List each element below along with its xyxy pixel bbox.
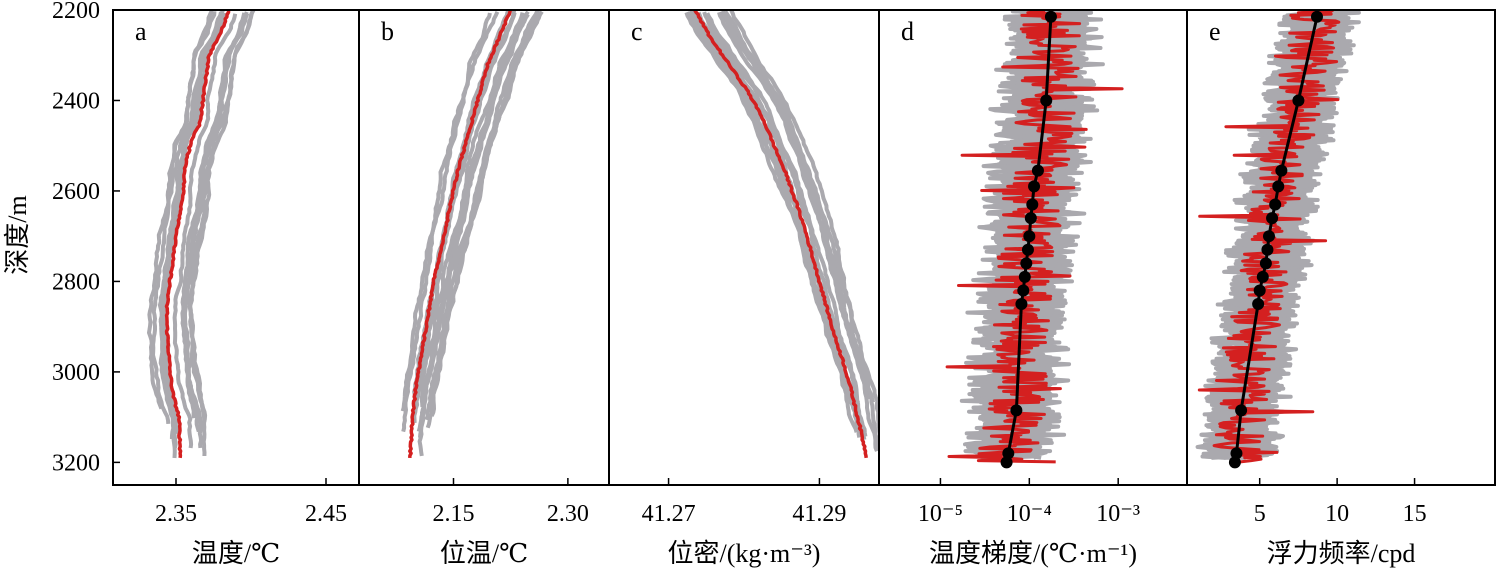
gray-profile: [424, 11, 540, 421]
fit-point: [1024, 212, 1037, 225]
gray-profile: [180, 11, 249, 433]
fit-point: [1272, 180, 1285, 193]
gray-profile: [419, 12, 525, 408]
fit-point: [1262, 230, 1275, 243]
panel-b: b 2.15 2.30 位温/℃: [358, 9, 610, 568]
gray-profile: [172, 13, 238, 449]
plot-area-c: [684, 11, 878, 459]
plot-area-e: [1195, 11, 1361, 469]
gray-profile: [686, 11, 851, 400]
gray-profile: [729, 11, 878, 431]
fit-point: [1044, 11, 1057, 23]
y-axis-ticks: 2200 2400 2600 2800 3000 3200: [52, 0, 120, 476]
plot-area-b: [400, 11, 544, 458]
panels: a 2.35 2.45 温度/℃ b 2.15 2.30 位温/℃ c 41.27 41.29 位密/…: [112, 9, 1496, 568]
fit-point: [1002, 447, 1015, 460]
red-profile-line: [1197, 11, 1341, 464]
fit-point: [1040, 94, 1053, 107]
panel-letter: e: [1209, 17, 1221, 46]
fit-point: [1031, 164, 1044, 177]
gray-profile: [187, 11, 255, 457]
panel-a: a 2.35 2.45 温度/℃: [112, 9, 360, 568]
fit-point: [1259, 257, 1272, 270]
gray-profile: [702, 11, 860, 404]
fit-point: [1256, 270, 1269, 283]
y-tick-label: 2400: [52, 88, 100, 114]
x-tick-label: 5: [1254, 501, 1266, 527]
fit-point: [1266, 212, 1279, 225]
x-tick-label: 41.27: [642, 501, 696, 527]
panel-frame: [112, 9, 360, 486]
mean-profile-line: [693, 11, 868, 459]
panel-frame: [1186, 9, 1496, 486]
panel-d: d 10⁻⁵ 10⁻⁴ 10⁻³ 温度梯度/(℃·m⁻¹): [878, 9, 1188, 568]
x-tick-label: 10⁻⁵: [918, 501, 963, 527]
gray-profile: [685, 11, 850, 400]
y-tick-label: 2600: [52, 179, 100, 205]
panel-e: e 5 10 15 浮力频率/cpd: [1186, 9, 1496, 568]
gray-profile: [723, 11, 876, 403]
fit-point: [1253, 284, 1266, 297]
fit-point: [1000, 456, 1013, 469]
fit-point: [1010, 404, 1023, 417]
x-tick-label: 2.35: [155, 501, 197, 527]
gray-profile: [696, 11, 867, 441]
x-tick-label: 2.15: [433, 501, 475, 527]
x-axis-title: 浮力频率/cpd: [1267, 539, 1416, 568]
y-tick-label: 3000: [52, 360, 100, 386]
y-axis-title: 深度/m: [3, 195, 32, 274]
fit-point: [1020, 257, 1033, 270]
x-tick-label: 2.30: [547, 501, 589, 527]
fit-point: [1018, 270, 1031, 283]
y-tick-label: 3200: [52, 450, 100, 476]
plot-area-d: [945, 11, 1124, 469]
panel-letter: a: [135, 17, 147, 46]
x-tick-label: 41.29: [792, 501, 846, 527]
x-tick-label: 15: [1403, 501, 1427, 527]
fit-point: [1310, 11, 1323, 23]
fit-point: [1228, 456, 1241, 469]
fit-point: [1235, 404, 1248, 417]
gray-profile: [157, 11, 223, 440]
x-tick-label: 10: [1325, 501, 1349, 527]
gray-profile: [147, 11, 214, 410]
fit-point: [1275, 164, 1288, 177]
fit-point: [1261, 243, 1274, 256]
x-tick-label: 10⁻⁴: [1007, 501, 1052, 527]
gray-profile: [425, 11, 544, 429]
mean-profile-line: [164, 11, 231, 459]
fit-point: [1269, 198, 1282, 211]
gray-profile: [689, 11, 862, 438]
red-profile-line: [945, 11, 1124, 464]
fit-point: [1021, 243, 1034, 256]
panel-letter: b: [381, 17, 394, 46]
fit-point: [1028, 180, 1041, 193]
y-tick-label: 2200: [52, 0, 100, 24]
x-axis-title: 温度梯度/(℃·m⁻¹): [929, 539, 1137, 568]
x-axis-title: 温度/℃: [192, 539, 280, 568]
panel-letter: c: [631, 17, 643, 46]
fit-point: [1015, 298, 1028, 311]
fit-point: [1023, 230, 1036, 243]
x-axis-title: 位温/℃: [440, 539, 528, 568]
plot-area-a: [147, 11, 256, 459]
fit-point: [1017, 284, 1030, 297]
fit-point: [1026, 198, 1039, 211]
gray-profile: [417, 13, 530, 457]
gray-profile: [401, 11, 500, 433]
panel-c: c 41.27 41.29 位密/(kg·m⁻³): [608, 9, 880, 568]
y-tick-label: 2800: [52, 269, 100, 295]
fit-point: [1252, 298, 1265, 311]
mean-profile-line: [408, 11, 512, 458]
panel-letter: d: [901, 17, 914, 46]
x-tick-label: 2.45: [305, 501, 347, 527]
fit-point: [1230, 447, 1243, 460]
fit-point: [1292, 94, 1305, 107]
gray-profile: [717, 11, 870, 401]
gray-profile: [412, 11, 517, 423]
x-tick-label: 10⁻³: [1096, 501, 1140, 527]
x-axis-title: 位密/(kg·m⁻³): [668, 539, 821, 568]
